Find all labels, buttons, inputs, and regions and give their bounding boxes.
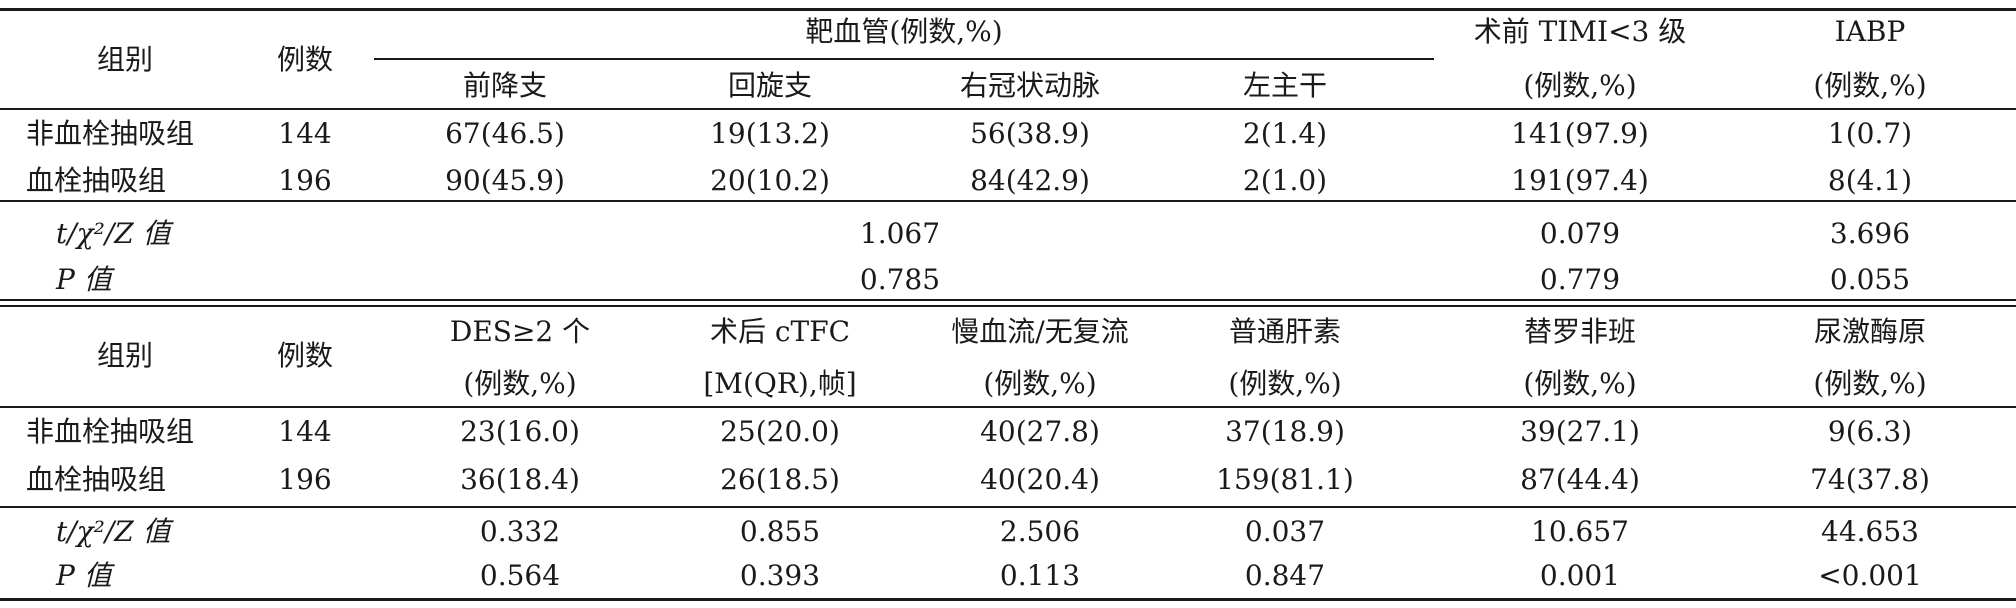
iabp-header-line1: IABP xyxy=(1834,15,1906,48)
case-count-cell: 196 xyxy=(278,463,332,496)
bottom-stats-rule xyxy=(0,506,2016,508)
des-header-line1: DES≥2 个 xyxy=(449,315,591,348)
top-stats-rule xyxy=(0,200,2016,202)
vessel-p-value: 0.785 xyxy=(859,263,941,296)
timi-cell: 141(97.9) xyxy=(1511,117,1649,150)
iabp-stat-value: 3.696 xyxy=(1829,217,1911,250)
vessel-rca-header: 右冠状动脉 xyxy=(959,69,1100,102)
des-stat-value: 0.332 xyxy=(479,515,561,548)
p-label: P 值 xyxy=(56,263,112,296)
case-count-cell: 144 xyxy=(278,415,332,448)
tirofiban-header-line2: (例数,%) xyxy=(1523,367,1637,400)
iabp-header-line2: (例数,%) xyxy=(1813,69,1927,102)
vessel-group-subrule xyxy=(374,58,1434,60)
tirofiban-cell: 87(44.4) xyxy=(1520,463,1640,496)
tirofiban-p-value: 0.001 xyxy=(1539,559,1621,592)
group-header-2: 组别 xyxy=(96,339,153,372)
tirofiban-header-line1: 替罗非班 xyxy=(1523,315,1636,348)
table-bottom-rule xyxy=(0,598,2016,601)
slowflow-cell: 40(27.8) xyxy=(980,415,1100,448)
timi-p-value: 0.779 xyxy=(1539,263,1621,296)
group-cell: 非血栓抽吸组 xyxy=(26,117,195,150)
case-count-header-2: 例数 xyxy=(276,339,333,372)
p-label-2: P 值 xyxy=(56,559,112,592)
vessel-lm-cell: 2(1.4) xyxy=(1242,117,1328,150)
des-cell: 36(18.4) xyxy=(460,463,580,496)
vessel-lad-cell: 90(45.9) xyxy=(445,164,565,197)
heparin-p-value: 0.847 xyxy=(1244,559,1326,592)
slowflow-header-line2: (例数,%) xyxy=(983,367,1097,400)
heparin-cell: 159(81.1) xyxy=(1216,463,1354,496)
case-count-cell: 196 xyxy=(278,164,332,197)
heparin-header-line2: (例数,%) xyxy=(1228,367,1342,400)
vessel-lcx-header: 回旋支 xyxy=(727,69,812,102)
group-cell: 血栓抽吸组 xyxy=(26,463,167,496)
section-divider-rule-1 xyxy=(0,299,2016,301)
ctfc-header-line2: [M(QR),帧] xyxy=(703,367,857,400)
iabp-p-value: 0.055 xyxy=(1829,263,1911,296)
vessel-lm-header: 左主干 xyxy=(1242,69,1327,102)
iabp-cell: 1(0.7) xyxy=(1827,117,1913,150)
vessel-rca-cell: 84(42.9) xyxy=(970,164,1090,197)
iabp-cell: 8(4.1) xyxy=(1827,164,1913,197)
prourokinase-p-value: <0.001 xyxy=(1818,559,1922,592)
ctfc-header-line1: 术后 cTFC xyxy=(709,315,851,348)
group-cell: 非血栓抽吸组 xyxy=(26,415,195,448)
section-divider-rule-2 xyxy=(0,305,2016,307)
vessel-rca-cell: 56(38.9) xyxy=(970,117,1090,150)
bottom-header-bottom-rule xyxy=(0,406,2016,408)
des-cell: 23(16.0) xyxy=(460,415,580,448)
des-header-line2: (例数,%) xyxy=(463,367,577,400)
stat-label-2: t/χ²/Z 值 xyxy=(56,515,171,548)
ctfc-cell: 26(18.5) xyxy=(720,463,840,496)
vessel-lcx-cell: 20(10.2) xyxy=(710,164,830,197)
vessel-lad-header: 前降支 xyxy=(462,69,547,102)
slowflow-p-value: 0.113 xyxy=(999,559,1081,592)
ctfc-p-value: 0.393 xyxy=(739,559,821,592)
prourokinase-cell: 74(37.8) xyxy=(1810,463,1930,496)
prourokinase-cell: 9(6.3) xyxy=(1827,415,1913,448)
ctfc-cell: 25(20.0) xyxy=(720,415,840,448)
table-top-rule xyxy=(0,8,2016,11)
tirofiban-cell: 39(27.1) xyxy=(1520,415,1640,448)
timi-header-line1: 术前 TIMI<3 级 xyxy=(1473,15,1687,48)
stat-label: t/χ²/Z 值 xyxy=(56,217,171,250)
heparin-header-line1: 普通肝素 xyxy=(1228,315,1341,348)
top-header-bottom-rule xyxy=(0,108,2016,110)
timi-cell: 191(97.4) xyxy=(1511,164,1649,197)
target-vessel-header: 靶血管(例数,%) xyxy=(805,15,1003,48)
slowflow-header-line1: 慢血流/无复流 xyxy=(951,315,1129,348)
vessel-lm-cell: 2(1.0) xyxy=(1242,164,1328,197)
slowflow-cell: 40(20.4) xyxy=(980,463,1100,496)
prourokinase-header-line1: 尿激酶原 xyxy=(1813,315,1926,348)
des-p-value: 0.564 xyxy=(479,559,561,592)
group-cell: 血栓抽吸组 xyxy=(26,164,167,197)
timi-header-line2: (例数,%) xyxy=(1523,69,1637,102)
heparin-cell: 37(18.9) xyxy=(1225,415,1345,448)
slowflow-stat-value: 2.506 xyxy=(999,515,1081,548)
case-count-cell: 144 xyxy=(278,117,332,150)
prourokinase-header-line2: (例数,%) xyxy=(1813,367,1927,400)
heparin-stat-value: 0.037 xyxy=(1244,515,1326,548)
vessel-lcx-cell: 19(13.2) xyxy=(710,117,830,150)
group-header: 组别 xyxy=(96,43,153,76)
prourokinase-stat-value: 44.653 xyxy=(1821,515,1919,548)
tirofiban-stat-value: 10.657 xyxy=(1531,515,1629,548)
case-count-header: 例数 xyxy=(276,43,333,76)
vessel-stat-value: 1.067 xyxy=(859,217,941,250)
vessel-lad-cell: 67(46.5) xyxy=(445,117,565,150)
timi-stat-value: 0.079 xyxy=(1539,217,1621,250)
ctfc-stat-value: 0.855 xyxy=(739,515,821,548)
